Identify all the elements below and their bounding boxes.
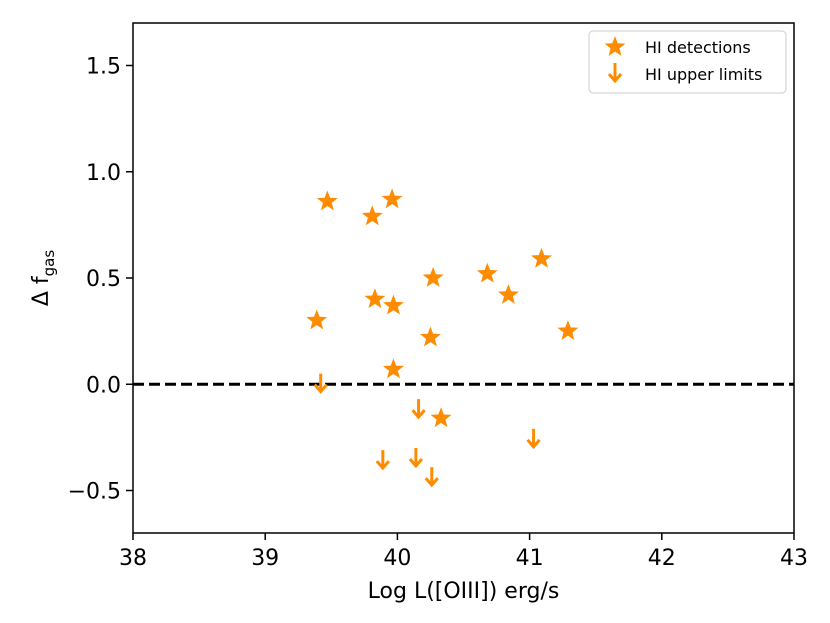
y-tick-label: 1.5 xyxy=(86,55,121,80)
y-axis-ticks: −0.5 0.0 0.5 1.0 1.5 xyxy=(68,55,133,505)
x-tick-label: 40 xyxy=(383,546,411,571)
x-tick-label: 38 xyxy=(119,546,147,571)
hi-upper-limit-arrow xyxy=(526,428,541,450)
hi-upper-limit-arrow xyxy=(424,467,439,488)
hi-upper-limit-arrow xyxy=(408,448,424,469)
hi-detection-star xyxy=(531,247,552,268)
legend-label-hi-upper-limits: HI upper limits xyxy=(645,65,762,84)
hi-detection-star xyxy=(361,205,383,226)
hi-detection-star xyxy=(557,320,579,341)
y-tick-label: 1.0 xyxy=(86,161,121,186)
legend: HI detections HI upper limits xyxy=(588,30,787,94)
y-tick-label: 0.5 xyxy=(86,267,121,292)
hi-detection-star xyxy=(316,190,338,211)
y-tick-label: −0.5 xyxy=(68,480,121,505)
upper-limit-arrow-head xyxy=(424,477,439,488)
upper-limit-arrow-head xyxy=(411,409,426,420)
upper-limit-arrow-head xyxy=(375,460,390,471)
x-axis-ticks: 38 39 40 41 42 43 xyxy=(119,533,808,571)
plot-area xyxy=(133,23,794,533)
upper-limit-arrow-head xyxy=(313,383,328,394)
x-tick-label: 41 xyxy=(516,546,544,571)
data-marks xyxy=(306,188,579,488)
hi-detection-star xyxy=(382,294,404,315)
hi-detection-star xyxy=(497,284,519,304)
y-axis-title-symbol: Δ f xyxy=(29,275,54,306)
hi-detection-star xyxy=(381,188,403,209)
upper-limit-arrow-head xyxy=(408,458,424,469)
hi-detection-star xyxy=(382,358,404,379)
hi-detection-star xyxy=(430,407,452,428)
hi-upper-limit-arrow xyxy=(375,450,390,471)
hi-upper-limit-arrow xyxy=(313,373,328,394)
legend-arrow-icon xyxy=(607,63,623,84)
y-axis-title-subscript: gas xyxy=(40,250,58,277)
upper-limit-arrow-head xyxy=(526,438,541,450)
hi-detection-star xyxy=(422,267,444,287)
hi-detection-star xyxy=(364,288,386,309)
legend-box xyxy=(588,30,787,94)
x-axis-title: Log L([OIII]) erg/s xyxy=(368,579,560,604)
hi-detection-star xyxy=(419,326,441,347)
legend-label-hi-detections: HI detections xyxy=(645,38,751,57)
x-tick-label: 43 xyxy=(780,546,808,571)
legend-arrow-marker xyxy=(607,63,623,84)
x-tick-label: 39 xyxy=(251,546,279,571)
hi-upper-limit-arrow xyxy=(411,399,426,420)
legend-star-icon xyxy=(604,36,626,56)
x-tick-label: 42 xyxy=(648,546,676,571)
y-axis-title: Δ fgas xyxy=(29,250,58,307)
upper-limit-arrow-head xyxy=(607,73,623,84)
legend-star-marker xyxy=(604,36,626,56)
hi-detection-star xyxy=(476,262,498,283)
y-tick-label: 0.0 xyxy=(86,373,121,398)
hi-detection-star xyxy=(306,309,328,330)
